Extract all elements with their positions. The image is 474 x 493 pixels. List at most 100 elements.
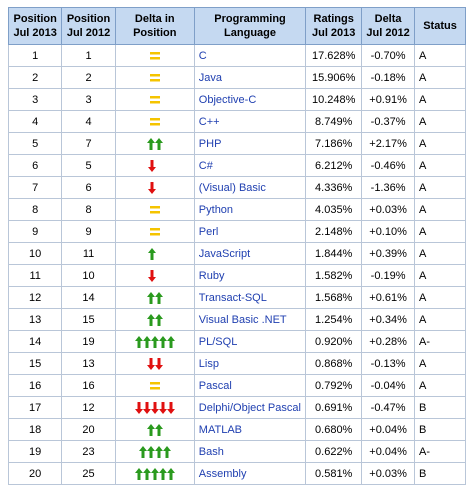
rating: 4.035% bbox=[305, 198, 363, 221]
down-arrow bbox=[154, 357, 163, 370]
position-2013: 20 bbox=[7, 462, 63, 485]
delta-icon bbox=[146, 423, 163, 436]
rating: 0.920% bbox=[305, 330, 363, 353]
rating-delta: +0.10% bbox=[361, 220, 416, 243]
table-row: 1 1 C 17.628% -0.70% A bbox=[7, 44, 466, 67]
table-row: 12 14 Transact-SQL 1.568% +0.61% A bbox=[7, 286, 466, 309]
position-2012: 16 bbox=[61, 374, 116, 397]
header-line: Programming Language bbox=[214, 13, 286, 39]
equal-bar bbox=[149, 78, 160, 81]
position-2012: 13 bbox=[61, 352, 116, 375]
rating-delta: -0.13% bbox=[361, 352, 416, 375]
header-line: Position bbox=[13, 13, 57, 25]
position-2012: 3 bbox=[61, 88, 116, 111]
up-arrow bbox=[150, 467, 159, 480]
rating-delta: +2.17% bbox=[361, 132, 416, 155]
delta-position bbox=[114, 352, 195, 375]
status: A bbox=[414, 132, 466, 155]
position-2013: 19 bbox=[7, 440, 63, 463]
language: (Visual) Basic bbox=[193, 176, 307, 199]
rating-delta: -0.47% bbox=[361, 396, 416, 419]
position-2013: 16 bbox=[7, 374, 63, 397]
status: A bbox=[414, 110, 466, 133]
language: C++ bbox=[193, 110, 307, 133]
position-2013: 2 bbox=[7, 66, 63, 89]
language: Java bbox=[193, 66, 307, 89]
delta-position bbox=[114, 396, 195, 419]
status: A bbox=[414, 88, 466, 111]
status: A bbox=[414, 286, 466, 309]
up-arrow bbox=[154, 445, 163, 458]
up-arrow bbox=[154, 423, 163, 436]
delta-icon bbox=[146, 137, 163, 150]
table-row: 18 20 MATLAB 0.680% +0.04% B bbox=[7, 418, 466, 441]
equal-bar bbox=[149, 232, 160, 235]
position-2013: 13 bbox=[7, 308, 63, 331]
up-arrow bbox=[158, 467, 167, 480]
position-2013: 14 bbox=[7, 330, 63, 353]
status: B bbox=[414, 418, 466, 441]
position-2013: 11 bbox=[7, 264, 63, 287]
rating-delta: -0.19% bbox=[361, 264, 416, 287]
equal-bar bbox=[149, 210, 160, 213]
up-arrow bbox=[146, 313, 155, 326]
header-line: Status bbox=[423, 20, 457, 32]
delta-icon bbox=[147, 247, 156, 260]
delta-position bbox=[114, 242, 195, 265]
rating-delta: +0.91% bbox=[361, 88, 416, 111]
delta-icon bbox=[146, 291, 163, 304]
table-row: 14 19 PL/SQL 0.920% +0.28% A- bbox=[7, 330, 466, 353]
position-2013: 3 bbox=[7, 88, 63, 111]
rating-delta: +0.03% bbox=[361, 198, 416, 221]
rating: 0.868% bbox=[305, 352, 363, 375]
column-header: Position Jul 2012 bbox=[61, 7, 116, 45]
header-line: Delta in Position bbox=[133, 13, 177, 39]
delta-icon bbox=[149, 117, 160, 125]
down-arrow bbox=[147, 181, 156, 194]
up-arrow bbox=[142, 335, 151, 348]
up-arrow bbox=[154, 137, 163, 150]
position-2013: 1 bbox=[7, 44, 63, 67]
position-2012: 10 bbox=[61, 264, 116, 287]
rating-delta: -0.70% bbox=[361, 44, 416, 67]
up-arrow bbox=[158, 335, 167, 348]
table-row: 2 2 Java 15.906% -0.18% A bbox=[7, 66, 466, 89]
status: A bbox=[414, 308, 466, 331]
delta-icon bbox=[149, 205, 160, 213]
up-arrow bbox=[146, 445, 155, 458]
table-row: 15 13 Lisp 0.868% -0.13% A bbox=[7, 352, 466, 375]
language: Bash bbox=[193, 440, 307, 463]
equal-bar bbox=[149, 381, 160, 384]
status: A bbox=[414, 374, 466, 397]
delta-position bbox=[114, 308, 195, 331]
language: JavaScript bbox=[193, 242, 307, 265]
equal-bar bbox=[149, 51, 160, 54]
language: Delphi/Object Pascal bbox=[193, 396, 307, 419]
up-arrow bbox=[162, 445, 171, 458]
delta-position bbox=[114, 330, 195, 353]
table-body: 1 1 C 17.628% -0.70% A 2 2 Java 15.906% -0.18% A 3 3 O… bbox=[7, 44, 466, 485]
equal-bar bbox=[149, 122, 160, 125]
equal-bar bbox=[149, 227, 160, 230]
rating: 15.906% bbox=[305, 66, 363, 89]
delta-icon bbox=[134, 335, 175, 348]
delta-icon bbox=[149, 51, 160, 59]
position-2013: 18 bbox=[7, 418, 63, 441]
equal-bar bbox=[149, 117, 160, 120]
header-line: Position bbox=[66, 13, 111, 25]
table-row: 19 23 Bash 0.622% +0.04% A- bbox=[7, 440, 466, 463]
up-arrow bbox=[138, 445, 147, 458]
table-row: 9 9 Perl 2.148% +0.10% A bbox=[7, 220, 466, 243]
down-arrow bbox=[142, 401, 151, 414]
table-row: 6 5 C# 6.212% -0.46% A bbox=[7, 154, 466, 177]
delta-icon bbox=[149, 95, 160, 103]
table-row: 11 10 Ruby 1.582% -0.19% A bbox=[7, 264, 466, 287]
up-arrow bbox=[154, 313, 163, 326]
table-row: 13 15 Visual Basic .NET 1.254% +0.34% A bbox=[7, 308, 466, 331]
rating: 1.582% bbox=[305, 264, 363, 287]
rating: 2.148% bbox=[305, 220, 363, 243]
delta-icon bbox=[146, 313, 163, 326]
language: Objective-C bbox=[193, 88, 307, 111]
delta-position bbox=[114, 66, 195, 89]
position-2013: 6 bbox=[7, 154, 63, 177]
